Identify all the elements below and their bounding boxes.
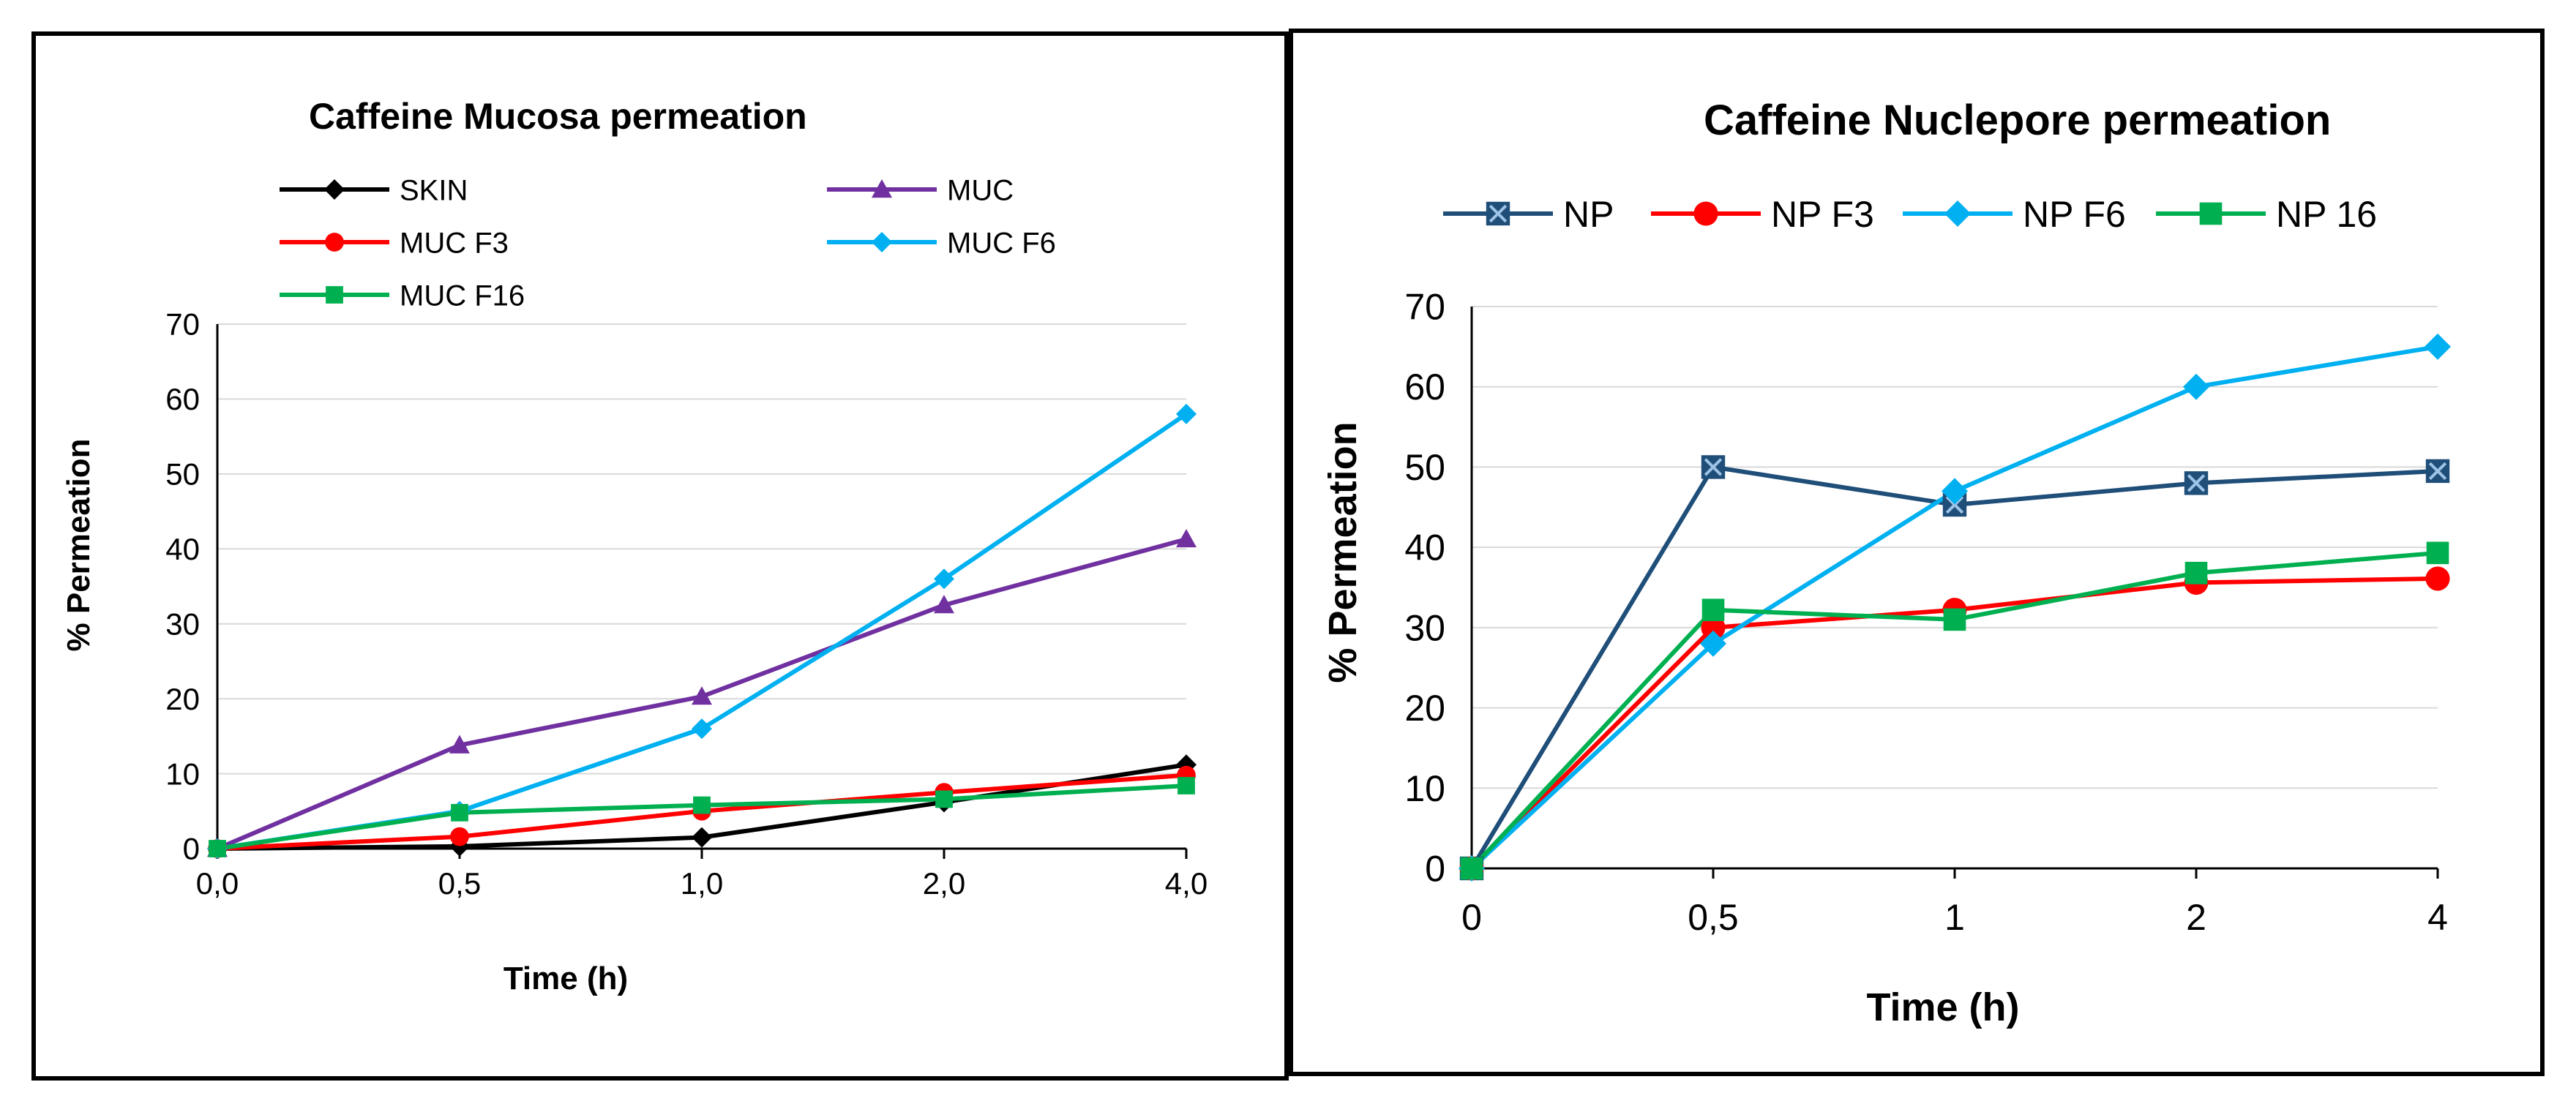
nuclepore-point-np-16	[2184, 561, 2208, 585]
nuclepore-legend-marker-np	[1486, 201, 1510, 226]
mucosa-point-muc	[449, 735, 470, 754]
mucosa-legend-marker-skin	[324, 179, 345, 200]
nuclepore-legend-label-np-16: NP 16	[2276, 194, 2377, 235]
nuclepore-x-tick-label: 0	[1461, 897, 1482, 938]
mucosa-y-tick-label: 30	[165, 606, 200, 641]
nuclepore-y-tick-label: 40	[1404, 527, 1445, 568]
nuclepore-y-tick-label: 10	[1404, 768, 1445, 809]
nuclepore-point-np-16	[1460, 857, 1483, 880]
mucosa-legend-label-muc-f16: MUC F16	[400, 279, 525, 312]
mucosa-x-axis-title: Time (h)	[503, 961, 628, 996]
left-panel-frame	[31, 31, 1289, 1081]
mucosa-x-tick-label: 4,0	[1165, 866, 1208, 901]
mucosa-point-muc-f16	[209, 840, 226, 857]
nuclepore-legend-marker-np-f6	[1944, 200, 1971, 227]
mucosa-legend-label-muc: MUC	[947, 174, 1014, 206]
mucosa-point-muc-f6	[1176, 403, 1197, 424]
mucosa-chart-title: Caffeine Mucosa permeation	[309, 96, 807, 137]
nuclepore-point-np	[2425, 459, 2450, 484]
nuclepore-x-tick-label: 2	[2186, 897, 2206, 938]
mucosa-y-tick-label: 50	[165, 457, 200, 492]
nuclepore-gridlines	[1472, 306, 2438, 789]
nuclepore-legend-label-np-f6: NP F6	[2023, 194, 2126, 235]
mucosa-y-tick-label: 40	[165, 532, 200, 566]
nuclepore-x-tick-label: 0,5	[1688, 897, 1739, 938]
mucosa-legend-marker-muc-f6	[872, 232, 892, 252]
nuclepore-legend-marker-np-16	[2199, 202, 2223, 225]
mucosa-y-tick-label: 20	[165, 682, 200, 716]
nuclepore-series	[1459, 333, 2451, 882]
mucosa-y-tick-label: 60	[165, 382, 200, 416]
nuclepore-x-axis-title: Time (h)	[1866, 985, 2019, 1029]
mucosa-legend-label-muc-f3: MUC F3	[400, 227, 509, 259]
nuclepore-point-np-f3	[2425, 566, 2450, 591]
nuclepore-y-tick-label: 20	[1404, 688, 1445, 729]
mucosa-legend-marker-muc-f16	[326, 286, 343, 304]
mucosa-point-muc-f16	[451, 803, 468, 822]
mucosa-point-muc-f6	[692, 718, 712, 740]
nuclepore-point-np-16	[2426, 541, 2449, 565]
nuclepore-x-tick-label: 1	[1944, 897, 1965, 938]
nuclepore-point-np-f6	[2425, 333, 2451, 360]
mucosa-x-tick-label: 0,5	[438, 866, 481, 901]
nuclepore-y-axis-title: % Permeation	[1321, 421, 1365, 683]
mucosa-y-tick-label: 70	[165, 307, 200, 342]
nuclepore-y-tick-label: 30	[1404, 607, 1445, 648]
mucosa-point-muc	[692, 686, 712, 705]
nuclepore-legend: NP NP F3 NP F6 NP 16	[1443, 194, 2377, 235]
mucosa-point-muc-f16	[1177, 777, 1195, 794]
mucosa-y-tick-label: 0	[183, 832, 200, 866]
nuclepore-point-np-f6	[1942, 478, 1968, 505]
mucosa-legend: SKIN MUC MUC F3 MUC F6 MUC F16	[280, 174, 1056, 312]
nuclepore-point-np-f6	[2183, 373, 2209, 400]
mucosa-legend-marker-muc	[872, 179, 892, 198]
nuclepore-chart-title: Caffeine Nuclepore permeation	[1704, 97, 2331, 144]
mucosa-point-muc-f6	[934, 568, 954, 590]
nuclepore-point-np-16	[1943, 608, 1966, 631]
nuclepore-legend-label-np: NP	[1563, 194, 1614, 235]
mucosa-axes: 0 10 20 30 40 50 60 70 0,0 0,5 1,0 2,0 4,0	[165, 307, 1208, 901]
mucosa-x-tick-label: 1,0	[681, 866, 723, 901]
nuclepore-chart: Caffeine Nuclepore permeation 0102030405…	[1321, 97, 2451, 1029]
nuclepore-axes: 0 10 20 30 40 50 60 70 0 0,5 1 2 4	[1404, 287, 2448, 939]
nuclepore-point-np-16	[1701, 598, 1725, 622]
mucosa-point-muc-f16	[693, 796, 711, 814]
nuclepore-y-tick-label: 0	[1425, 849, 1445, 890]
mucosa-y-tick-label: 10	[165, 756, 200, 791]
mucosa-series	[207, 403, 1197, 859]
nuclepore-legend-marker-np-f3	[1693, 201, 1718, 226]
nuclepore-point-np-f6	[1700, 630, 1726, 657]
nuclepore-legend-label-np-f3: NP F3	[1771, 194, 1874, 235]
nuclepore-y-tick-label: 70	[1404, 287, 1445, 328]
mucosa-gridlines	[217, 323, 1186, 775]
mucosa-point-muc	[1176, 528, 1197, 548]
mucosa-x-tick-label: 0,0	[196, 866, 239, 901]
nuclepore-point-np	[2184, 471, 2209, 495]
nuclepore-point-np-f3	[1701, 615, 1726, 640]
nuclepore-y-tick-label: 50	[1404, 447, 1445, 488]
mucosa-point-skin	[692, 827, 712, 848]
mucosa-point-muc-f3	[450, 827, 469, 846]
mucosa-point-muc	[934, 595, 954, 614]
mucosa-y-axis-title: % Permeation	[61, 439, 97, 652]
mucosa-legend-label-skin: SKIN	[400, 174, 468, 206]
mucosa-x-tick-label: 2,0	[923, 866, 965, 901]
nuclepore-point-np	[1701, 455, 1726, 479]
nuclepore-y-tick-label: 60	[1404, 367, 1445, 407]
mucosa-legend-marker-muc-f3	[325, 233, 344, 252]
mucosa-chart: Caffeine Mucosa permeation 0 10 20 30 40 50 60…	[61, 96, 1208, 996]
mucosa-point-muc-f16	[935, 790, 953, 808]
mucosa-legend-label-muc-f6: MUC F6	[947, 227, 1056, 259]
nuclepore-x-tick-label: 4	[2427, 897, 2448, 938]
